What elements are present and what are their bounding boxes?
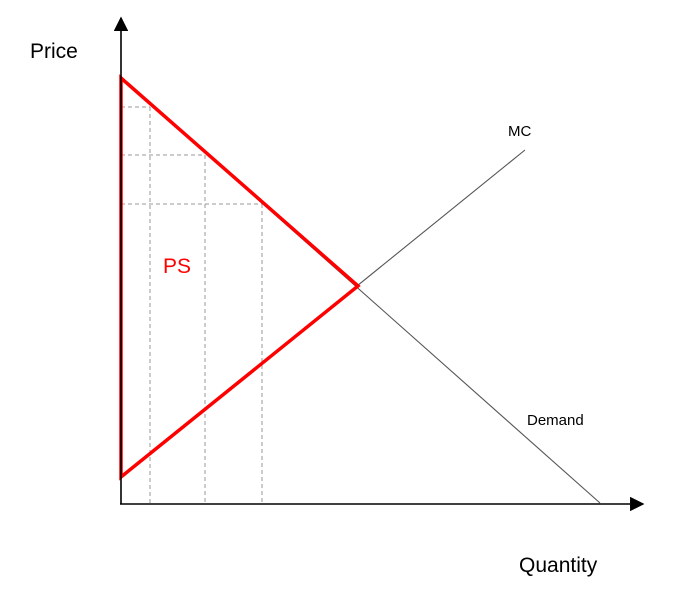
x-axis-label: Quantity bbox=[519, 554, 598, 577]
guide-lines bbox=[121, 106, 263, 503]
mc-curve-label: MC bbox=[508, 123, 531, 140]
y-axis-label: Price bbox=[30, 40, 78, 63]
demand-curve-label: Demand bbox=[527, 412, 584, 429]
producer-surplus-label: PS bbox=[163, 255, 191, 278]
producer-surplus-outline bbox=[119, 74, 361, 481]
